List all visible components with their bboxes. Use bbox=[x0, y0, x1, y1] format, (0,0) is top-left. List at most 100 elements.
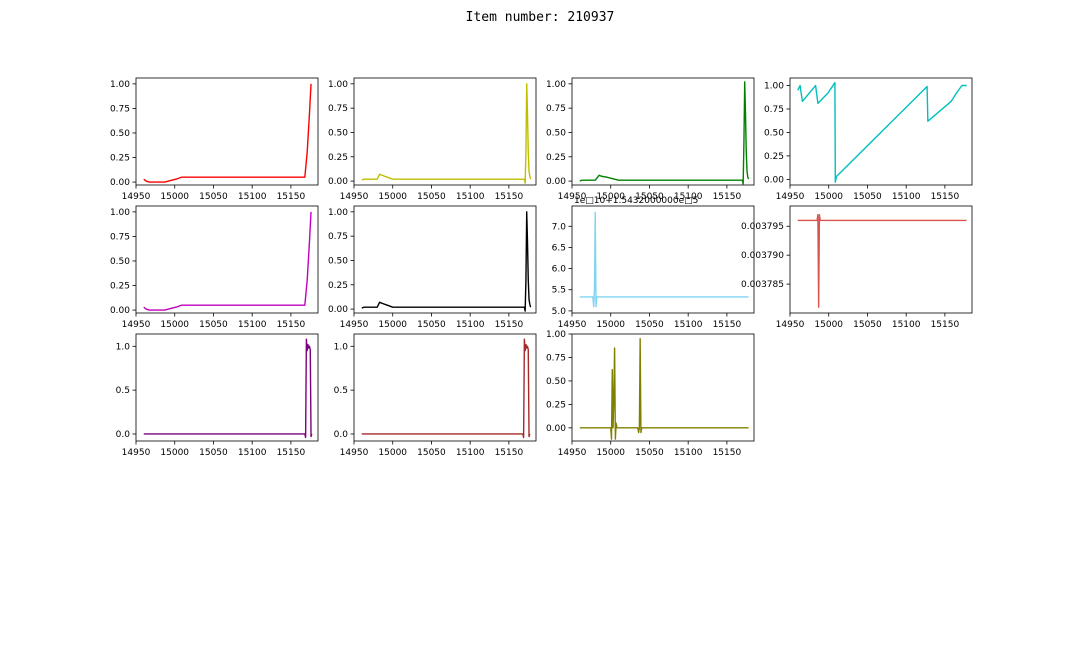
x-tick-label: 15050 bbox=[199, 320, 228, 330]
x-tick-label: 15000 bbox=[160, 192, 189, 202]
plot-frame bbox=[571, 77, 755, 186]
x-tick-label: 15100 bbox=[674, 320, 703, 330]
x-tick-label: 15050 bbox=[417, 192, 446, 202]
plot-frame bbox=[571, 205, 755, 314]
y-tick-label: 0.25 bbox=[328, 153, 348, 163]
x-tick-label: 15150 bbox=[713, 448, 742, 458]
series-line bbox=[797, 81, 967, 183]
y-tick-label: 0.75 bbox=[110, 232, 130, 242]
x-tick-label: 15100 bbox=[674, 192, 703, 202]
x-tick-label: 15050 bbox=[199, 448, 228, 458]
x-tick-label: 15050 bbox=[635, 448, 664, 458]
x-tick-label: 15050 bbox=[853, 320, 882, 330]
y-tick-label: 1.0 bbox=[116, 342, 131, 352]
x-tick-label: 14950 bbox=[776, 320, 805, 330]
x-tick-label: 15000 bbox=[814, 320, 843, 330]
series-line bbox=[361, 83, 532, 184]
y-tick-label: 0.5 bbox=[116, 386, 130, 396]
y-tick-label: 0.25 bbox=[546, 153, 566, 163]
subplot-8: 14950 15000 15050 15100 15150 0.003785 0.00379… bbox=[741, 205, 973, 330]
figure-title: Item number: 210937 bbox=[465, 10, 615, 25]
subplot-5: 14950 15000 15050 15100 15150 0.00 0.25 0.50 0.7… bbox=[110, 205, 319, 330]
x-tick-label: 15050 bbox=[417, 448, 446, 458]
series-line bbox=[579, 211, 749, 308]
x-tick-label: 15100 bbox=[456, 448, 485, 458]
plot-frame bbox=[353, 77, 537, 186]
y-tick-label: 6.0 bbox=[552, 265, 567, 275]
x-tick-label: 14950 bbox=[122, 320, 151, 330]
plot-frame bbox=[135, 77, 319, 186]
plot-frame bbox=[353, 205, 537, 314]
x-tick-label: 14950 bbox=[340, 448, 369, 458]
series-line bbox=[579, 81, 750, 185]
y-tick-label: 0.0 bbox=[116, 430, 131, 440]
x-tick-label: 14950 bbox=[558, 320, 587, 330]
x-tick-label: 15150 bbox=[713, 320, 742, 330]
y-tick-label: 1.00 bbox=[110, 80, 130, 90]
x-tick-label: 15100 bbox=[892, 192, 921, 202]
y-tick-label: 0.25 bbox=[110, 282, 130, 292]
subplot-6: 14950 15000 15050 15100 15150 0.00 0.25 0.50 0.7… bbox=[328, 205, 537, 330]
x-tick-label: 14950 bbox=[558, 448, 587, 458]
y-tick-label: 0.25 bbox=[764, 152, 784, 162]
x-tick-label: 14950 bbox=[776, 192, 805, 202]
y-tick-label: 7.0 bbox=[552, 222, 567, 232]
y-tick-label: 5.0 bbox=[552, 307, 567, 317]
y-tick-label: 0.75 bbox=[328, 104, 348, 114]
y-tick-label: 0.003795 bbox=[741, 222, 784, 232]
y-tick-label: 1.00 bbox=[546, 80, 566, 90]
x-tick-label: 15000 bbox=[378, 192, 407, 202]
y-tick-label: 0.75 bbox=[546, 104, 566, 114]
plot-frame bbox=[135, 333, 319, 442]
y-tick-label: 0.25 bbox=[328, 281, 348, 291]
y-offset-label: 1e□10+1.5432000000e□5 bbox=[574, 196, 698, 206]
x-tick-label: 15100 bbox=[892, 320, 921, 330]
x-tick-label: 15100 bbox=[238, 448, 267, 458]
x-tick-label: 15050 bbox=[199, 192, 228, 202]
x-tick-label: 14950 bbox=[122, 448, 151, 458]
x-tick-label: 15000 bbox=[378, 448, 407, 458]
x-tick-label: 15150 bbox=[277, 448, 306, 458]
y-tick-label: 0.00 bbox=[328, 177, 348, 187]
y-tick-label: 0.75 bbox=[328, 232, 348, 242]
series-line bbox=[579, 337, 749, 440]
y-tick-label: 0.00 bbox=[328, 305, 348, 315]
y-tick-label: 1.00 bbox=[764, 82, 784, 92]
series-line bbox=[797, 213, 967, 308]
subplot-1: 14950 15000 15050 15100 15150 0.00 0.25 0.50 0.7… bbox=[110, 77, 319, 202]
y-tick-label: 0.25 bbox=[546, 400, 566, 410]
series-line bbox=[361, 211, 532, 312]
x-tick-label: 15050 bbox=[853, 192, 882, 202]
x-tick-label: 15050 bbox=[417, 320, 446, 330]
x-tick-label: 15150 bbox=[277, 320, 306, 330]
y-tick-label: 0.00 bbox=[546, 177, 566, 187]
x-tick-label: 14950 bbox=[558, 192, 587, 202]
y-tick-label: 0.50 bbox=[546, 128, 566, 138]
x-tick-label: 15000 bbox=[160, 448, 189, 458]
x-tick-label: 15050 bbox=[635, 192, 664, 202]
y-tick-label: 5.5 bbox=[552, 286, 566, 296]
x-tick-label: 15150 bbox=[495, 448, 524, 458]
x-tick-label: 14950 bbox=[122, 192, 151, 202]
subplot-9: 14950 15000 15050 15100 15150 0.0 0.5 1.0 bbox=[116, 333, 319, 458]
plot-frame bbox=[135, 205, 319, 314]
y-tick-label: 0.00 bbox=[764, 175, 784, 185]
x-tick-label: 15100 bbox=[238, 320, 267, 330]
y-tick-label: 1.00 bbox=[328, 208, 348, 218]
x-tick-label: 14950 bbox=[340, 192, 369, 202]
y-tick-label: 0.75 bbox=[764, 105, 784, 115]
y-tick-label: 0.50 bbox=[546, 377, 566, 387]
x-tick-label: 15100 bbox=[674, 448, 703, 458]
x-tick-label: 15100 bbox=[456, 192, 485, 202]
x-tick-label: 15050 bbox=[635, 320, 664, 330]
subplot-10: 14950 15000 15050 15100 15150 0.0 0.5 1.0 bbox=[334, 333, 537, 458]
y-tick-label: 0.003790 bbox=[741, 251, 784, 261]
x-tick-label: 15150 bbox=[713, 192, 742, 202]
subplot-3: 14950 15000 15050 15100 15150 0.00 0.25 0.50 0.7… bbox=[546, 77, 755, 202]
x-tick-label: 15000 bbox=[378, 320, 407, 330]
subplot-4: 14950 15000 15050 15100 15150 0.00 0.25 0.50 0.7… bbox=[764, 77, 973, 202]
plot-frame bbox=[789, 205, 973, 314]
x-tick-label: 15150 bbox=[277, 192, 306, 202]
x-tick-label: 15000 bbox=[596, 320, 625, 330]
y-tick-label: 0.50 bbox=[110, 257, 130, 267]
